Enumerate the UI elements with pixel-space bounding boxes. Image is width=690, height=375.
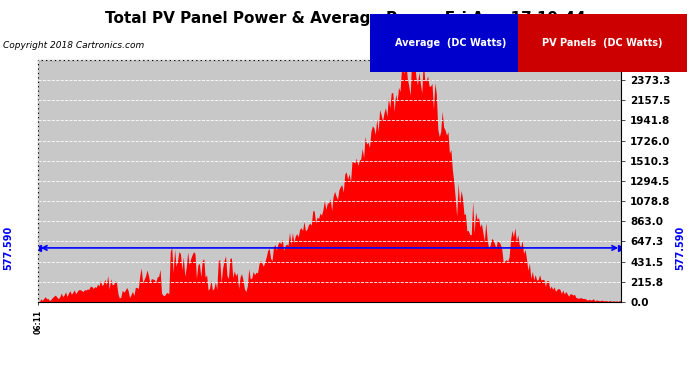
Text: Average  (DC Watts): Average (DC Watts) [395,38,506,48]
Text: 577.590: 577.590 [3,226,13,270]
Text: 577.590: 577.590 [676,226,685,270]
Text: PV Panels  (DC Watts): PV Panels (DC Watts) [542,38,663,48]
Text: Copyright 2018 Cartronics.com: Copyright 2018 Cartronics.com [3,41,145,50]
Text: Total PV Panel Power & Average Power Fri Aug 17 19:44: Total PV Panel Power & Average Power Fri… [105,11,585,26]
